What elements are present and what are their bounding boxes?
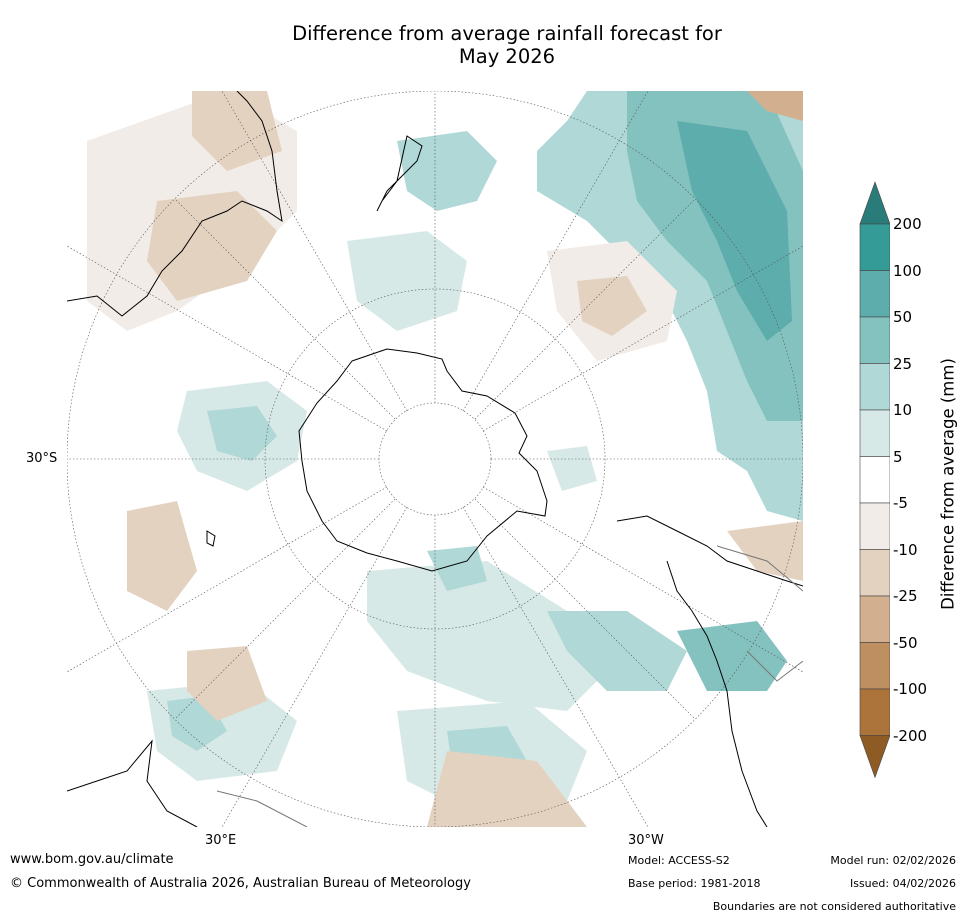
teal-patch-south-center xyxy=(367,561,607,711)
brown-patch-pacific-core xyxy=(577,276,647,336)
colorbar-tick-label: 100 xyxy=(893,261,922,280)
footer-model-run: Model run: 02/02/2026 xyxy=(830,854,956,867)
colorbar xyxy=(859,181,890,779)
colorbar-band-0 xyxy=(859,223,890,271)
teal-patch-west-core xyxy=(207,406,277,461)
teal-patch-north-east-deep xyxy=(677,121,792,341)
brown-patch-top-right xyxy=(747,91,803,121)
title-line-2: May 2026 xyxy=(458,45,556,68)
teal-patch-north xyxy=(397,131,497,211)
teal-patch-south-atlantic xyxy=(547,446,597,491)
rainfall-anomaly-map xyxy=(67,91,803,827)
colorbar-over-arrow xyxy=(859,181,890,225)
colorbar-band-8 xyxy=(859,595,890,643)
south-america-coastline xyxy=(616,515,803,587)
lon-label-30e: 30°E xyxy=(205,833,237,848)
colorbar-tick-label: -10 xyxy=(893,540,918,559)
colorbar-band-3 xyxy=(859,363,890,411)
title-line-1: Difference from average rainfall forecas… xyxy=(292,22,722,45)
madagascar-coastline xyxy=(206,530,216,547)
footer-disclaimer: Boundaries are not considered authoritat… xyxy=(712,900,956,913)
colorbar-tick-label: 200 xyxy=(893,215,922,233)
colorbar-tick-label: -200 xyxy=(893,726,928,745)
legend-title: Difference from average (mm) xyxy=(938,358,958,610)
lon-label-30w: 30°W xyxy=(628,833,664,848)
footer-issued: Issued: 04/02/2026 xyxy=(849,877,956,890)
colorbar-tick-label: -50 xyxy=(893,633,918,652)
colorbar-tick-label: -25 xyxy=(893,587,918,605)
footer-base-period: Base period: 1981-2018 xyxy=(628,877,761,890)
country-boundaries xyxy=(216,545,803,827)
australia-coastline xyxy=(67,91,283,317)
colorbar-tick-label: -100 xyxy=(893,680,928,698)
coastlines xyxy=(67,91,803,827)
brown-patch-south-africa-sea xyxy=(187,646,267,721)
brown-patch-australia-north xyxy=(192,91,282,171)
teal-patch-center-north xyxy=(347,231,467,331)
colorbar-band-7 xyxy=(859,549,890,597)
antarctica-coastline xyxy=(298,348,548,572)
brown-patch-australia-core xyxy=(147,191,277,301)
colorbar-band-4 xyxy=(859,409,890,457)
brown-patch-east-pacific xyxy=(727,521,803,581)
teal-patch-antarctic-coast xyxy=(427,546,487,591)
colorbar-tick-label: 50 xyxy=(893,308,913,326)
colorbar-tick-label: 10 xyxy=(893,401,913,419)
colorbar-tick-label: 5 xyxy=(893,447,903,466)
colorbar-swatches xyxy=(859,181,890,779)
colorbar-band-1 xyxy=(859,270,890,318)
colorbar-tick-label: -5 xyxy=(893,494,908,512)
lat-label-30s: 30°S xyxy=(26,451,58,466)
brown-patch-south-atlantic xyxy=(427,751,587,827)
footer-copyright: © Commonwealth of Australia 2026, Austra… xyxy=(10,876,471,891)
africa-coastline xyxy=(67,739,198,827)
colorbar-tick-label: 25 xyxy=(893,354,913,373)
colorbar-band-9 xyxy=(859,642,890,690)
teal-patch-south-east xyxy=(547,611,687,691)
colorbar-band-5 xyxy=(859,456,890,504)
drier-anomaly-areas xyxy=(87,91,803,827)
new-zealand-coastline xyxy=(376,135,423,212)
colorbar-band-2 xyxy=(859,316,890,364)
footer-model: Model: ACCESS-S2 xyxy=(628,854,730,867)
map-title: Difference from average rainfall forecas… xyxy=(0,22,965,68)
colorbar-under-arrow xyxy=(859,735,890,779)
teal-patch-south-america-east xyxy=(677,621,787,691)
south-america-east-coastline xyxy=(666,560,768,827)
brown-patch-indian-ocean xyxy=(127,501,197,611)
colorbar-band-10 xyxy=(859,688,890,736)
footer-url[interactable]: www.bom.gov.au/climate xyxy=(10,852,174,867)
graticule xyxy=(67,91,803,827)
colorbar-band-6 xyxy=(859,502,890,550)
